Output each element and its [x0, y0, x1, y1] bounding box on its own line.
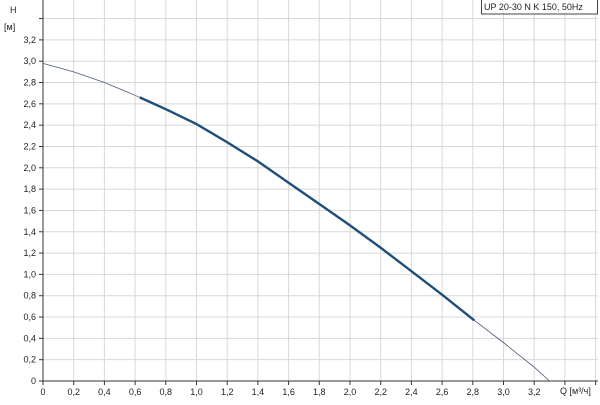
grid: [43, 0, 598, 381]
x-tick-label: 2,2: [374, 387, 387, 397]
y-tick-label: 1,4: [23, 227, 36, 237]
x-tick-label: 1,2: [221, 387, 234, 397]
x-tick-label: 1,0: [190, 387, 203, 397]
y-tick-label: 1,6: [23, 205, 36, 215]
x-tick-label: 0,4: [98, 387, 111, 397]
y-tick-label: 2,4: [23, 120, 36, 130]
y-tick-label: 0,4: [23, 333, 36, 343]
x-tick-label: 2,6: [436, 387, 449, 397]
x-tick-label: 3,0: [497, 387, 510, 397]
x-tick-label: 0,6: [129, 387, 142, 397]
x-tick-label: 1,6: [282, 387, 295, 397]
y-tick-label: 0,8: [23, 291, 36, 301]
y-tick-label: 1,2: [23, 248, 36, 258]
y-tick-label: 0,6: [23, 312, 36, 322]
y-tick-label: 3,2: [23, 35, 36, 45]
x-tick-label: 0: [40, 387, 45, 397]
x-tick-label: 2,0: [344, 387, 357, 397]
y-tick-label: 3,0: [23, 56, 36, 66]
axes: 0 0,2 0,4 0,6 0,8 1,0 1,2 1,4 1,6 1,8 2,0 2,2 2,4 2,6…: [23, 0, 598, 397]
x-tick-label: 2,4: [405, 387, 418, 397]
x-tick-label: 1,4: [252, 387, 265, 397]
y-tick-label: 1,0: [23, 269, 36, 279]
y-tick-label: 0: [31, 376, 36, 386]
curve-full: [42, 62, 550, 382]
y-axis-unit: [м]: [4, 22, 15, 32]
y-tick-label: 2,6: [23, 99, 36, 109]
legend-text: UP 20-30 N K 150, 50Hz: [484, 2, 583, 12]
x-axis-label: Q [м³/ч]: [560, 386, 591, 396]
legend: UP 20-30 N K 150, 50Hz: [481, 0, 598, 15]
x-tick-label: 1,8: [313, 387, 326, 397]
x-tick-label: 0,8: [160, 387, 173, 397]
curve: [42, 62, 550, 382]
y-tick-label: 2,0: [23, 163, 36, 173]
y-axis-name: H: [10, 5, 17, 15]
x-tick-label: 3,2: [528, 387, 541, 397]
y-tick-label: 0,2: [23, 355, 36, 365]
curve-operating-range: [139, 96, 476, 322]
legend-box: [481, 0, 598, 15]
y-tick-label: 1,8: [23, 184, 36, 194]
x-tick-label: 0,2: [67, 387, 80, 397]
y-tick-label: 2,8: [23, 78, 36, 88]
x-tick-label: 2,8: [467, 387, 480, 397]
y-tick-label: 2,2: [23, 141, 36, 151]
